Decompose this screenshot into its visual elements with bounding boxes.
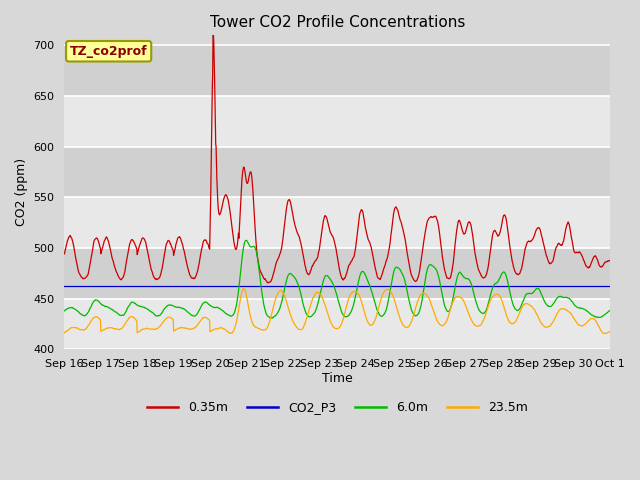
- Bar: [65, 46, 610, 96]
- Bar: [65, 197, 610, 248]
- X-axis label: Time: Time: [322, 372, 353, 385]
- Bar: [65, 96, 610, 147]
- Legend: 0.35m, CO2_P3, 6.0m, 23.5m: 0.35m, CO2_P3, 6.0m, 23.5m: [141, 396, 533, 420]
- Y-axis label: CO2 (ppm): CO2 (ppm): [15, 158, 28, 227]
- Text: TZ_co2prof: TZ_co2prof: [70, 45, 147, 58]
- Bar: [65, 299, 610, 349]
- Title: Tower CO2 Profile Concentrations: Tower CO2 Profile Concentrations: [209, 15, 465, 30]
- Bar: [65, 147, 610, 197]
- Bar: [65, 248, 610, 299]
